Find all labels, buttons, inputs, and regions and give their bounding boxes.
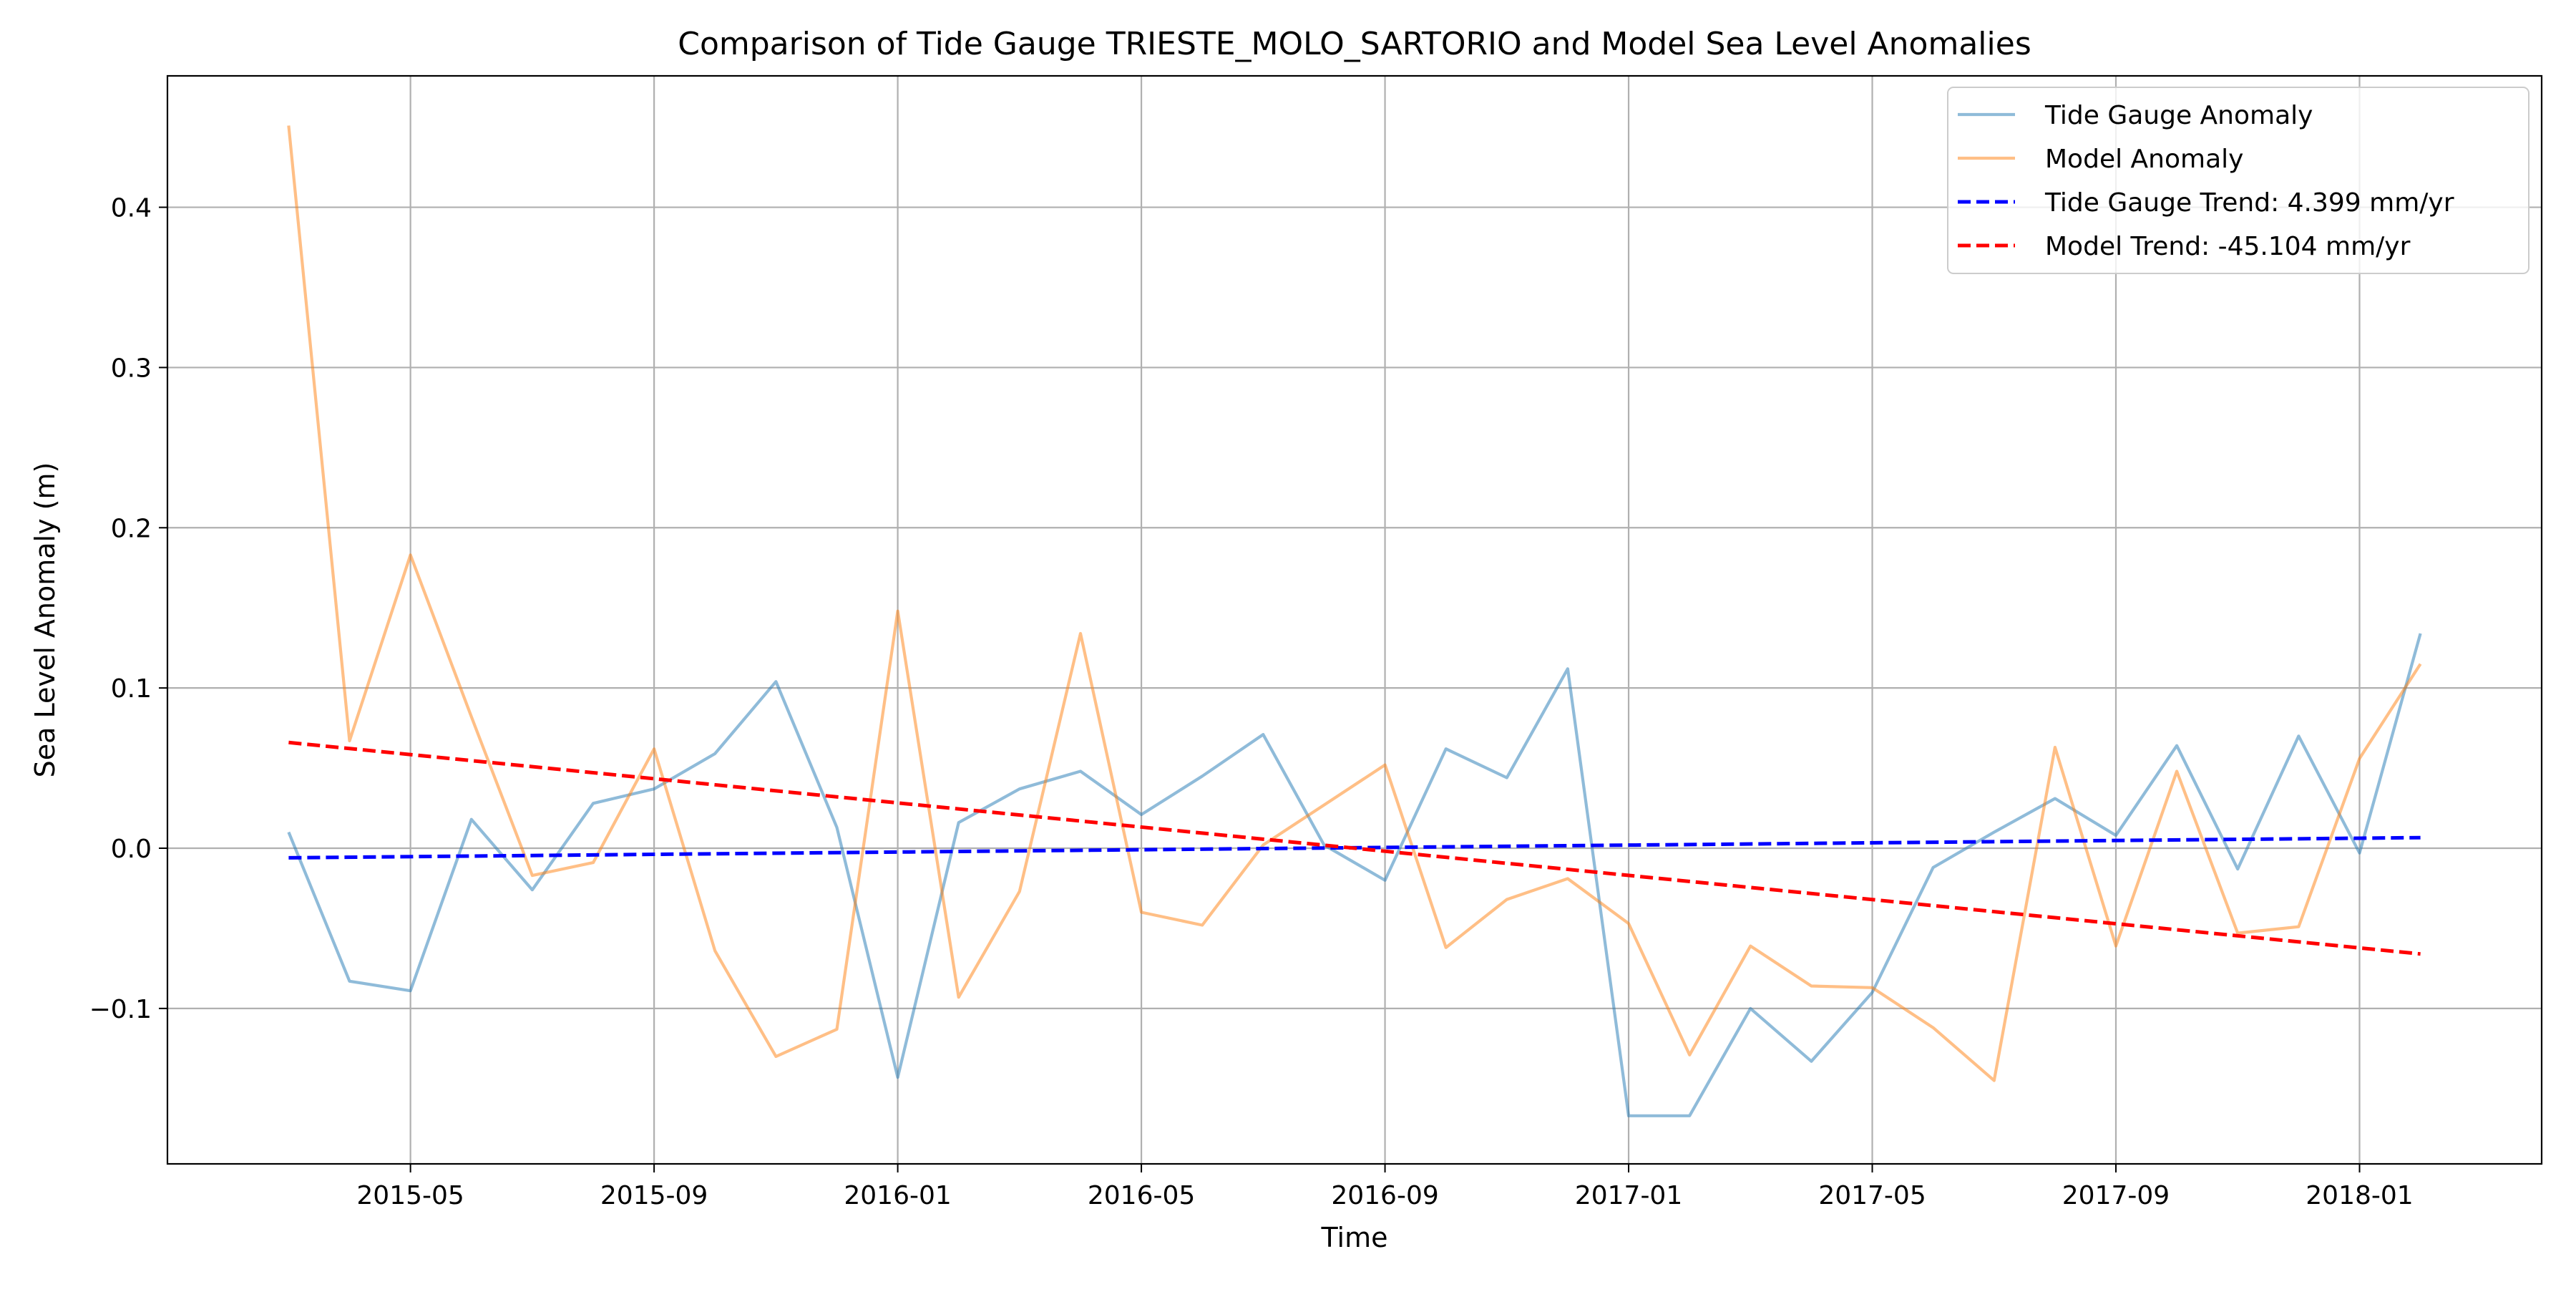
x-tick-label: 2016-05 [1088,1181,1195,1210]
y-tick-label: 0.3 [111,354,152,383]
x-tick-label: 2017-01 [1575,1181,1682,1210]
chart-title: Comparison of Tide Gauge TRIESTE_MOLO_SA… [678,26,2031,62]
x-tick-label: 2015-05 [356,1181,464,1210]
y-tick-label: 0.1 [111,674,152,704]
y-tick-label: 0.4 [111,194,152,223]
y-axis-label: Sea Level Anomaly (m) [29,462,61,778]
y-tick-label: 0.0 [111,835,152,864]
legend-box [1947,87,2529,274]
y-axis-ticks: −0.1 0.0 0.1 0.2 0.3 0.4 [89,194,167,1024]
series-line-0 [287,633,2422,1117]
x-tick-label: 2017-05 [1818,1181,1926,1210]
x-tick-label: 2016-01 [844,1181,951,1210]
y-tick-label: 0.2 [111,514,152,543]
trend-line-3 [288,740,2421,956]
legend-label: Tide Gauge Anomaly [2044,101,2313,130]
x-tick-label: 2015-09 [600,1181,708,1210]
plot-frame [166,74,2543,1165]
x-axis-ticks: 2015-05 2015-09 2016-01 2016-05 2016-09 2017-… [356,1164,2414,1210]
x-tick-label: 2018-01 [2306,1181,2413,1210]
x-axis-label: Time [1321,1222,1388,1253]
x-tick-label: 2016-09 [1331,1181,1438,1210]
legend: Tide Gauge Anomaly Model Anomaly Tide Gaug… [1947,87,2529,274]
legend-items: Tide Gauge Anomaly Model Anomaly Tide Gaug… [1958,101,2454,261]
series-layer [287,125,2422,1117]
x-tick-label: 2017-09 [2062,1181,2170,1210]
legend-label: Model Trend: -45.104 mm/yr [2045,232,2411,261]
series-line-1 [287,125,2422,1082]
y-tick-label: −0.1 [89,995,152,1024]
legend-label: Tide Gauge Trend: 4.399 mm/yr [2044,188,2454,218]
legend-label: Model Anomaly [2045,145,2243,174]
